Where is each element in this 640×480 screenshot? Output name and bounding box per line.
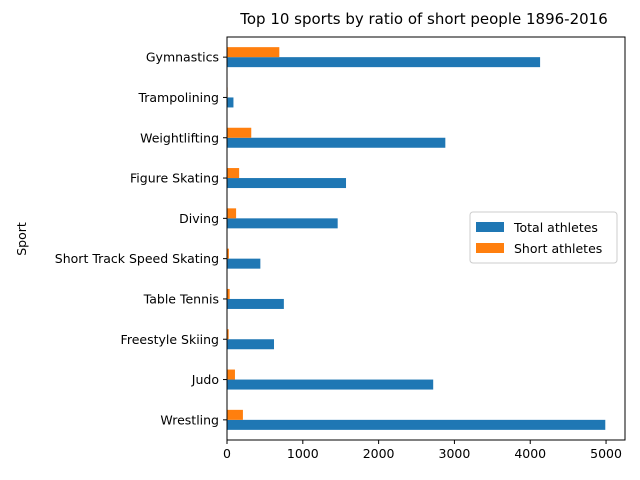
y-axis-label: Sport — [14, 222, 29, 256]
legend-label-total: Total athletes — [513, 220, 598, 235]
bar-total-figure-skating — [227, 178, 347, 189]
x-tick-label: 4000 — [514, 446, 546, 461]
bar-total-wrestling — [227, 419, 606, 430]
bar-total-diving — [227, 218, 338, 229]
y-tick-label: Figure Skating — [130, 171, 219, 186]
bar-short-gymnastics — [227, 47, 280, 58]
y-tick-label: Table Tennis — [143, 291, 219, 306]
bar-short-diving — [227, 208, 237, 219]
bar-total-short-track-speed-skating — [227, 258, 261, 269]
x-tick-label: 5000 — [590, 446, 622, 461]
y-axis: Gymnastics Trampolining Weightlifting Figur… — [55, 50, 227, 427]
bar-total-weightlifting — [227, 137, 446, 148]
y-tick-label: Wrestling — [160, 412, 219, 427]
y-tick-label: Gymnastics — [146, 50, 219, 65]
legend-box — [469, 211, 618, 264]
y-tick-label: Judo — [191, 372, 219, 387]
chart-title: Top 10 sports by ratio of short people 1… — [239, 10, 608, 28]
x-tick-label: 1000 — [287, 446, 319, 461]
bar-total-freestyle-skiing — [227, 339, 275, 350]
bar-short-wrestling — [227, 409, 243, 420]
bar-short-table-tennis — [227, 288, 230, 299]
bar-total-judo — [227, 379, 434, 390]
y-tick-label: Trampolining — [137, 90, 219, 105]
bar-short-freestyle-skiing — [227, 329, 229, 340]
bar-total-table-tennis — [227, 298, 284, 309]
legend-swatch-short — [476, 243, 504, 253]
y-tick-label: Freestyle Skiing — [121, 332, 219, 347]
bar-total-trampolining — [227, 97, 234, 108]
x-tick-label: 0 — [223, 446, 231, 461]
bar-short-figure-skating — [227, 168, 240, 179]
x-axis: 0 1000 2000 3000 4000 5000 — [223, 440, 622, 461]
x-tick-label: 2000 — [363, 446, 395, 461]
legend-label-short: Short athletes — [514, 241, 602, 256]
bar-short-weightlifting — [227, 127, 252, 138]
y-tick-label: Diving — [179, 211, 219, 226]
legend: Total athletes Short athletes — [469, 211, 618, 264]
plot-frame — [226, 36, 626, 441]
bars-layer — [227, 47, 606, 430]
y-tick-label: Short Track Speed Skating — [55, 251, 219, 266]
bar-total-gymnastics — [227, 57, 541, 68]
bar-short-judo — [227, 369, 235, 380]
legend-swatch-total — [476, 222, 504, 232]
bar-short-short-track-speed-skating — [227, 248, 229, 259]
y-tick-label: Weightlifting — [140, 130, 219, 145]
x-tick-label: 3000 — [439, 446, 471, 461]
